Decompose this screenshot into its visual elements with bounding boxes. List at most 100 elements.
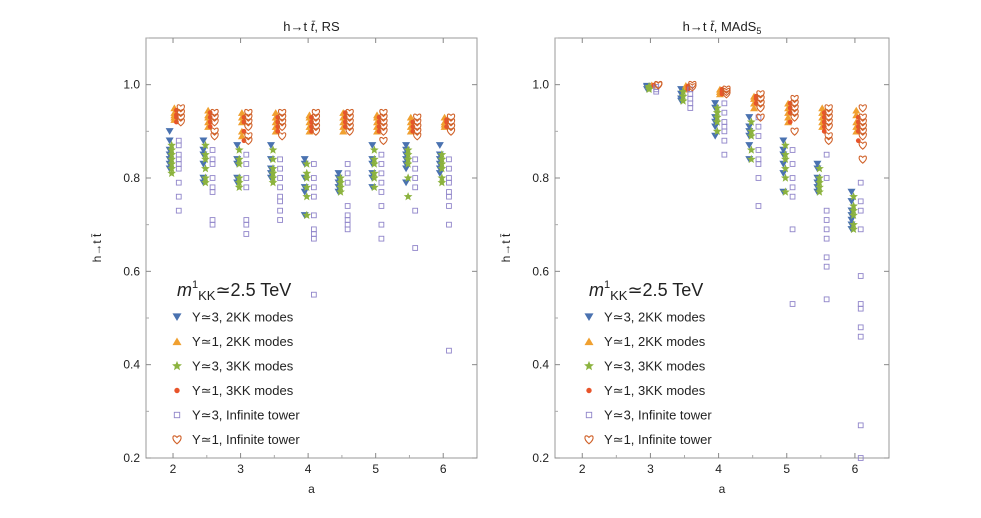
data-point-y1-inf — [790, 127, 799, 136]
data-point-y1-2kk — [750, 104, 759, 112]
data-point-y3-2kk — [779, 146, 788, 154]
data-point-y1-inf — [824, 104, 833, 113]
data-point-y3-3kk — [712, 108, 722, 117]
data-point-y1-inf — [756, 90, 765, 99]
data-point-y3-inf — [378, 189, 385, 195]
x-tick-label: 4 — [305, 462, 312, 476]
data-point-y3-inf — [446, 179, 452, 186]
data-point-y3-inf — [446, 203, 452, 209]
data-point-y1-inf — [858, 141, 867, 150]
data-point-y3-inf — [412, 156, 419, 163]
data-point-y3-2kk — [165, 128, 174, 135]
data-point-y1-inf — [244, 108, 253, 118]
data-point-y1-inf — [824, 118, 833, 127]
data-point-y3-3kk — [712, 112, 722, 122]
data-point-y3-inf — [277, 184, 283, 191]
data-point-y3-inf — [721, 119, 728, 125]
x-tick-label: 5 — [372, 462, 379, 476]
data-point-y3-inf — [277, 193, 283, 200]
title-tbar: t̄ — [710, 19, 715, 34]
data-point-y3-inf — [687, 95, 694, 102]
data-point-y3-3kk — [201, 164, 210, 173]
data-point-y1-inf — [790, 94, 799, 104]
data-point-y3-3kk — [437, 154, 447, 164]
data-point-y3-2kk — [435, 142, 444, 149]
data-point-y3-inf — [311, 231, 317, 237]
data-point-y3-inf — [823, 296, 830, 303]
data-point-y3-inf — [755, 133, 762, 139]
data-point-y1-inf — [379, 108, 388, 118]
data-point-y3-inf — [446, 156, 452, 163]
data-point-y3-3kk — [167, 159, 177, 168]
data-point-y1-inf — [244, 113, 253, 122]
data-point-y3-3kk — [437, 173, 447, 182]
data-point-y1-inf — [277, 118, 287, 127]
data-point-y1-inf — [858, 113, 867, 122]
legend-label: Y≃1, 2KK modes — [192, 334, 294, 349]
data-point-y3-inf — [789, 184, 796, 191]
data-point-y1-inf — [277, 108, 287, 118]
data-point-y3-inf — [823, 175, 830, 181]
data-point-y3-inf — [857, 455, 864, 461]
legend-marker-y1-2kk — [172, 337, 182, 346]
data-point-y3-2kk — [199, 146, 208, 154]
data-point-y1-2kk — [237, 132, 246, 140]
data-point-y3-3kk — [781, 173, 790, 182]
data-point-y1-inf — [176, 108, 185, 118]
data-point-y1-inf — [756, 113, 765, 122]
data-point-y3-inf — [344, 226, 351, 233]
title-suffix: , RS — [314, 19, 340, 34]
data-point-y3-inf — [209, 175, 216, 181]
data-point-y3-inf — [378, 179, 385, 186]
data-point-y3-inf — [243, 217, 250, 223]
data-point-y3-inf — [721, 151, 728, 158]
data-point-y3-inf — [755, 147, 762, 153]
data-point-y3-3kk — [746, 117, 756, 126]
data-point-y3-3kk — [369, 182, 379, 192]
legend-label: Y≃3, 3KK modes — [604, 359, 706, 374]
data-point-y3-inf — [378, 151, 385, 158]
data-point-y3-3kk — [336, 182, 345, 192]
data-point-y3-3kk — [302, 173, 312, 182]
data-point-y3-inf — [857, 179, 864, 186]
title-subscript: 5 — [756, 26, 761, 36]
data-point-y1-inf — [311, 113, 321, 122]
y-tick-label: 0.8 — [123, 171, 140, 185]
data-point-y1-inf — [446, 118, 456, 127]
data-point-y3-inf — [857, 273, 864, 279]
data-point-y3-3kk — [815, 178, 824, 187]
data-point-y3-inf — [175, 156, 182, 163]
data-point-y3-3kk — [268, 154, 278, 164]
data-point-y3-3kk — [302, 210, 312, 220]
data-point-y3-inf — [721, 109, 728, 116]
data-point-y1-inf — [824, 136, 833, 146]
data-point-y1-inf — [277, 122, 287, 132]
data-point-y3-inf — [823, 254, 830, 261]
data-point-y3-3kk — [815, 173, 824, 182]
x-tick-label: 2 — [170, 462, 177, 476]
data-point-y1-inf — [790, 108, 799, 118]
data-point-y3-inf — [175, 161, 182, 167]
data-point-y3-inf — [687, 105, 694, 111]
data-point-y3-inf — [789, 226, 796, 233]
x-axis-label: a — [308, 482, 315, 496]
data-point-y3-3kk — [302, 192, 312, 201]
data-point-y3-3kk — [336, 178, 345, 187]
data-point-y3-2kk — [233, 142, 242, 149]
data-point-y3-inf — [209, 189, 216, 195]
data-point-y3-3kk — [437, 178, 447, 187]
data-point-y3-inf — [789, 301, 796, 307]
data-point-y3-inf — [721, 123, 728, 130]
data-point-y1-inf — [277, 132, 287, 141]
data-point-y3-inf — [823, 217, 830, 223]
data-point-y3-3kk — [369, 173, 379, 182]
data-point-y1-inf — [210, 108, 219, 118]
legend-marker-y3-inf — [585, 411, 593, 419]
data-point-y3-3kk — [712, 117, 722, 126]
data-point-y3-3kk — [678, 87, 688, 96]
x-tick-label: 3 — [647, 462, 654, 476]
data-point-y3-3kk — [746, 126, 756, 136]
data-point-y1-inf — [176, 113, 185, 122]
data-point-y1-inf — [379, 122, 388, 132]
